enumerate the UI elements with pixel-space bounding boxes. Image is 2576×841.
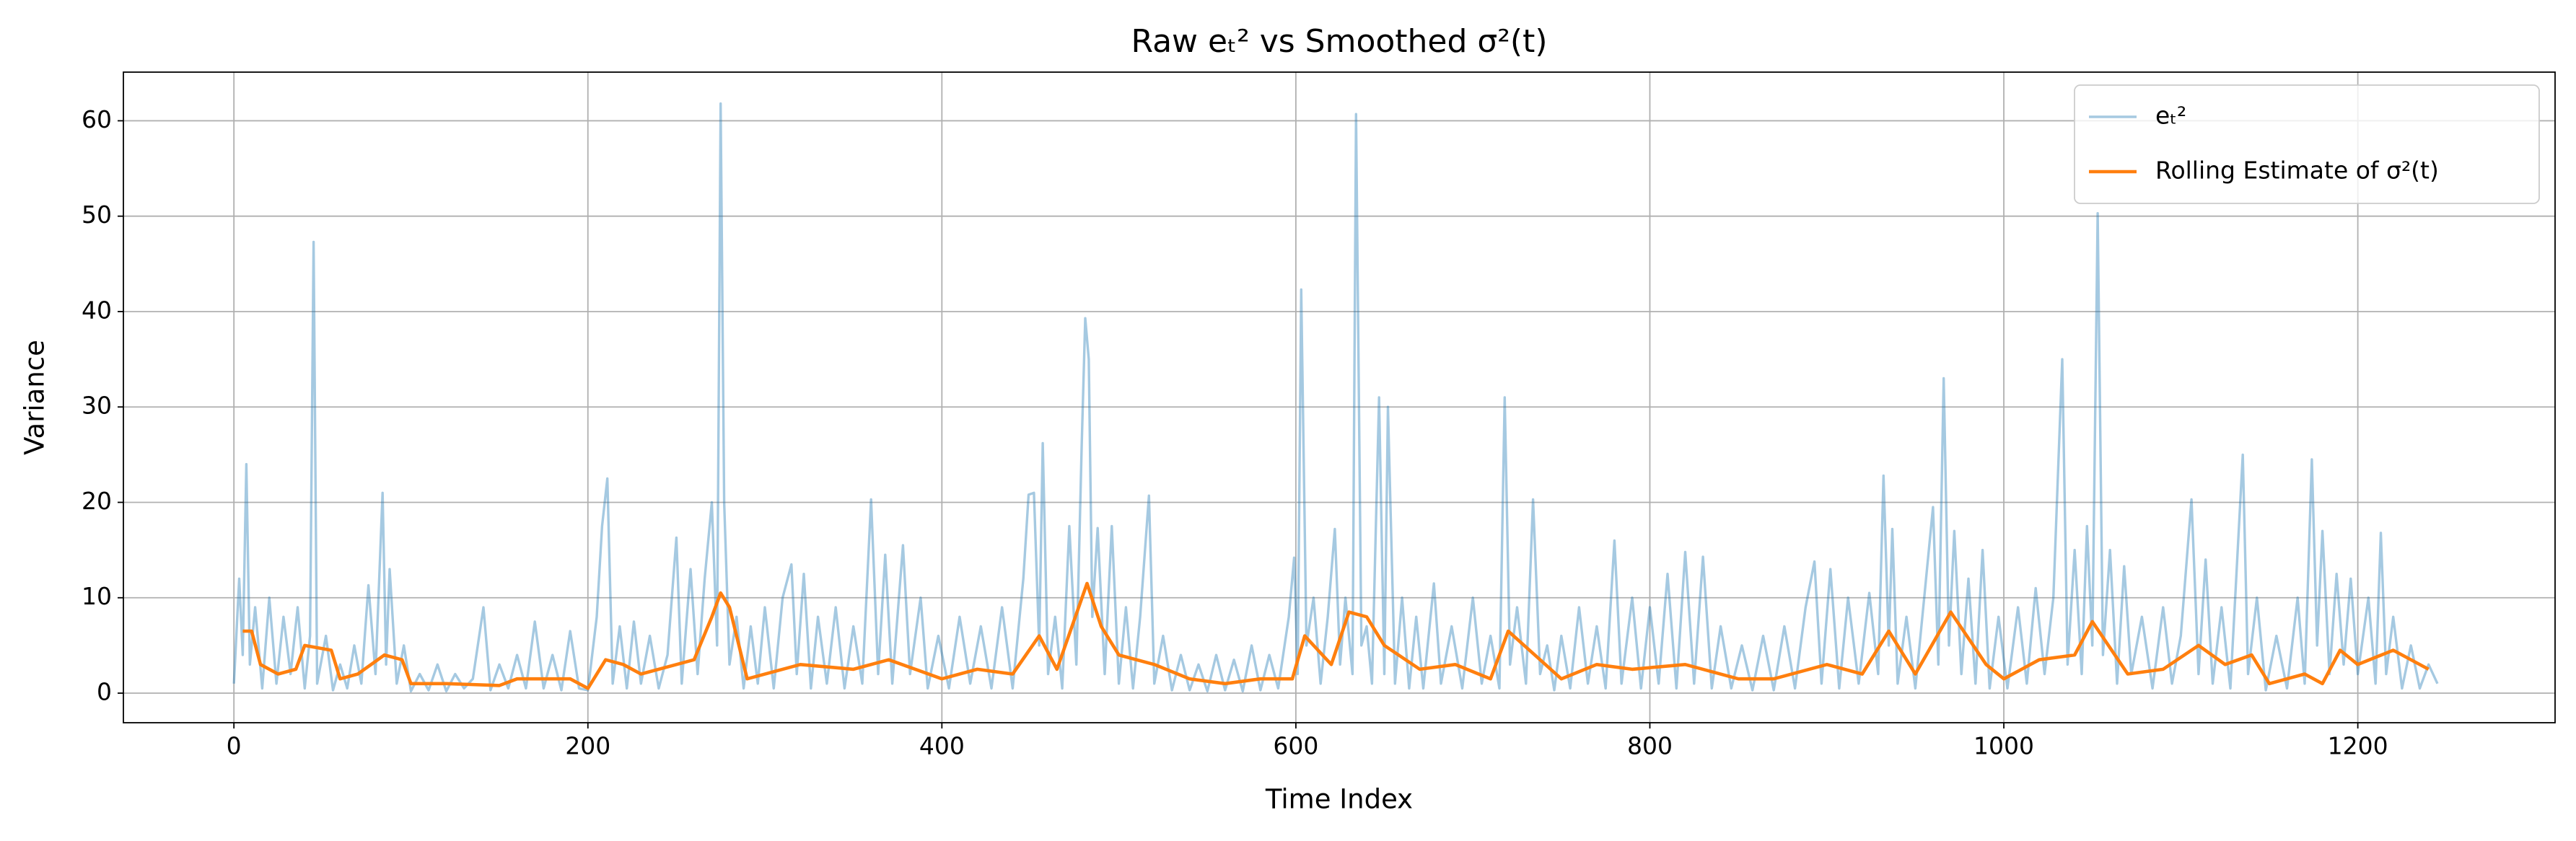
y-tick-label: 40 <box>82 296 112 324</box>
x-tick-label: 200 <box>565 732 610 760</box>
x-tick-label: 1000 <box>1973 732 2034 760</box>
y-tick-label: 60 <box>82 105 112 133</box>
series-line <box>242 581 2430 690</box>
chart-title: Raw eₜ² vs Smoothed σ²(t) <box>1131 23 1547 60</box>
x-tick-label: 1200 <box>2328 732 2388 760</box>
y-tick-label: 50 <box>82 201 112 229</box>
legend-box <box>2074 84 2540 204</box>
x-tick-label: 600 <box>1273 732 1318 760</box>
y-axis-label: Variance <box>19 340 51 455</box>
x-axis-label: Time Index <box>1265 784 1413 815</box>
x-tick-label: 400 <box>919 732 965 760</box>
series-line <box>232 102 2439 693</box>
y-tick-label: 0 <box>97 678 112 706</box>
legend-label: Rolling Estimate of σ²(t) <box>2155 157 2439 185</box>
y-tick-label: 20 <box>82 487 112 515</box>
plot-frame <box>123 71 2556 723</box>
y-tick-label: 30 <box>82 392 112 420</box>
legend-label: eₜ² <box>2155 102 2186 130</box>
x-tick-label: 800 <box>1627 732 1673 760</box>
x-tick-label: 0 <box>227 732 242 760</box>
y-tick-label: 10 <box>82 582 112 610</box>
